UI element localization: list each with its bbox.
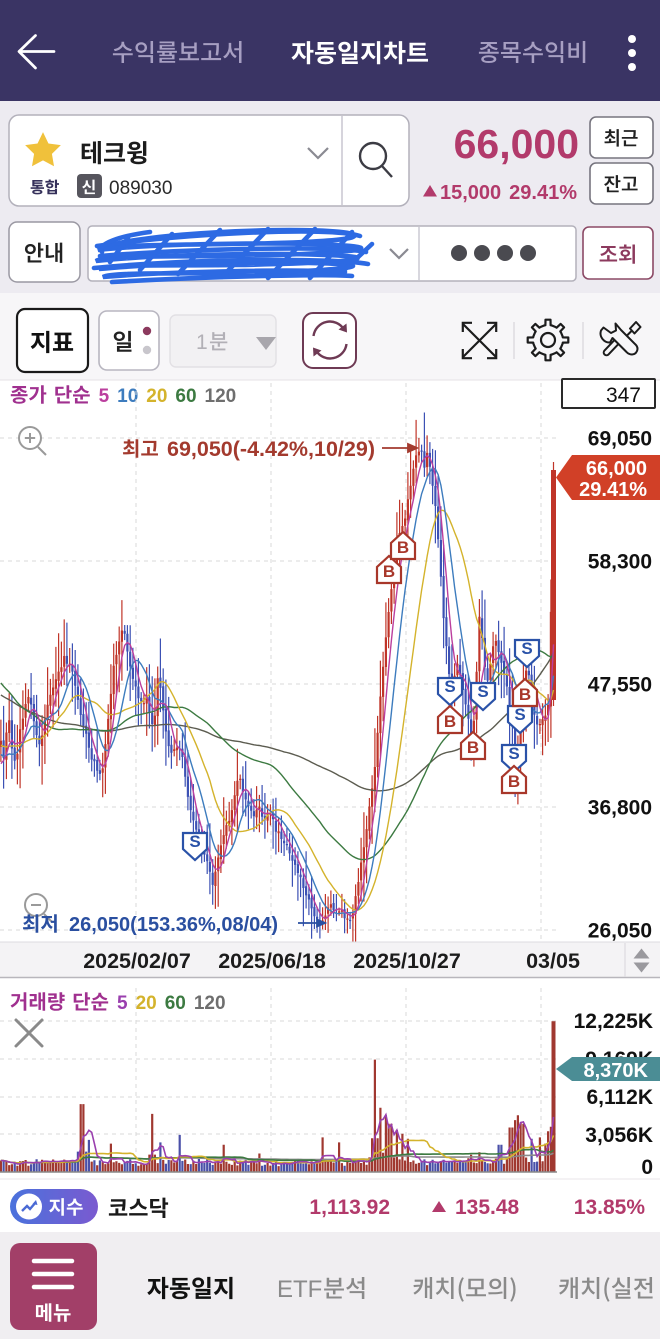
svg-text:0: 0 — [641, 1156, 653, 1179]
svg-text:S: S — [521, 639, 532, 658]
svg-text:26,050: 26,050 — [588, 920, 652, 943]
svg-text:B: B — [508, 772, 520, 791]
svg-text:2025/10/27: 2025/10/27 — [353, 949, 461, 973]
svg-text:120: 120 — [205, 386, 237, 407]
svg-text:8,370K: 8,370K — [584, 1060, 649, 1082]
svg-text:B: B — [444, 712, 456, 731]
svg-text:089030: 089030 — [109, 178, 172, 199]
svg-text:26,050(153.36%,08/04): 26,050(153.36%,08/04) — [69, 914, 278, 936]
svg-text:20: 20 — [136, 993, 157, 1014]
svg-text:6,112K: 6,112K — [586, 1086, 653, 1109]
svg-text:29.41%: 29.41% — [509, 182, 577, 204]
svg-text:1: 1 — [196, 331, 208, 354]
svg-text:B: B — [519, 685, 531, 704]
svg-text:B: B — [467, 738, 479, 757]
svg-text:347: 347 — [606, 384, 641, 407]
svg-text:120: 120 — [194, 993, 226, 1014]
svg-text:S: S — [444, 677, 455, 696]
svg-text:2025/06/18: 2025/06/18 — [218, 949, 326, 973]
svg-text:3,056K: 3,056K — [585, 1124, 653, 1147]
svg-text:69,050(-4.42%,10/29): 69,050(-4.42%,10/29) — [167, 437, 375, 461]
svg-text:1,113.92: 1,113.92 — [309, 1196, 390, 1219]
svg-text:B: B — [397, 538, 409, 557]
svg-text:66,000: 66,000 — [586, 458, 647, 480]
svg-text:60: 60 — [165, 993, 186, 1014]
svg-text:S: S — [508, 744, 519, 763]
svg-text:10: 10 — [117, 386, 138, 407]
svg-text:S: S — [477, 682, 488, 701]
svg-text:66,000: 66,000 — [454, 121, 579, 167]
svg-text:2025/02/07: 2025/02/07 — [83, 949, 191, 973]
svg-text:135.48: 135.48 — [455, 1196, 520, 1219]
svg-text:ETF: ETF — [277, 1276, 322, 1303]
svg-text:20: 20 — [146, 386, 167, 407]
svg-text:58,300: 58,300 — [588, 551, 652, 574]
svg-text:S: S — [514, 705, 525, 724]
svg-text:69,050: 69,050 — [588, 428, 652, 451]
svg-text:12,225K: 12,225K — [574, 1010, 653, 1033]
svg-text:5: 5 — [117, 993, 128, 1014]
svg-text:B: B — [383, 562, 395, 581]
svg-text:29.41%: 29.41% — [579, 479, 647, 501]
svg-text:03/05: 03/05 — [526, 949, 580, 973]
svg-text:5: 5 — [99, 386, 110, 407]
svg-text:13.85%: 13.85% — [574, 1196, 646, 1219]
svg-text:S: S — [189, 832, 200, 851]
svg-text:60: 60 — [175, 386, 196, 407]
svg-text:36,800: 36,800 — [588, 797, 652, 820]
svg-text:15,000: 15,000 — [440, 182, 501, 204]
svg-text:47,550: 47,550 — [588, 674, 652, 697]
